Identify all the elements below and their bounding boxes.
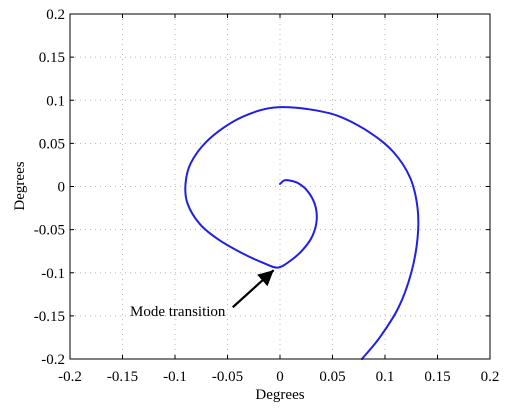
y-tick-label: -0.2 (41, 352, 65, 368)
spiral-series-line (184, 106, 420, 360)
y-tick-label: -0.15 (34, 309, 65, 325)
y-tick-label: 0.15 (39, 50, 65, 66)
annotation-label: Mode transition (130, 304, 226, 320)
x-tick-label: -0.15 (107, 369, 138, 385)
x-tick-label: 0.1 (376, 369, 395, 385)
y-tick-label: 0.1 (46, 93, 65, 109)
annotation-arrow (232, 269, 275, 309)
x-axis-label: Degrees (255, 387, 304, 403)
x-tick-label: 0.15 (424, 369, 450, 385)
y-tick-label: 0.05 (39, 136, 65, 152)
x-tick-label: -0.2 (58, 369, 82, 385)
series-layer (184, 106, 420, 360)
y-axis-label: Degrees (12, 161, 28, 210)
x-tick-label: 0.05 (319, 369, 345, 385)
y-tick-label: 0 (58, 180, 66, 196)
x-tick-label: 0.2 (481, 369, 500, 385)
y-axis-ticks: -0.2 -0.15 -0.1 -0.05 0 0.05 0.1 0.15 0.2 (34, 7, 490, 368)
grid-layer (70, 14, 490, 359)
x-tick-label: 0 (276, 369, 284, 385)
x-tick-label: -0.05 (212, 369, 243, 385)
y-tick-label: -0.1 (41, 266, 65, 282)
x-axis-ticks: -0.2 -0.15 -0.1 -0.05 0 0.05 0.1 0.15 0.2 (58, 14, 499, 385)
y-tick-label: 0.2 (46, 7, 65, 23)
x-tick-label: -0.1 (163, 369, 187, 385)
y-tick-label: -0.05 (34, 223, 65, 239)
annotation: Mode transition (130, 269, 275, 320)
